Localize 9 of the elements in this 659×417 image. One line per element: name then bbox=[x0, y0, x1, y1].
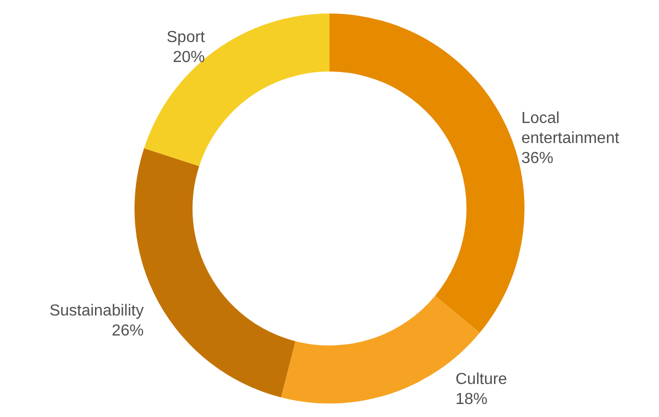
data-label: 18% bbox=[455, 391, 488, 408]
slice-label: Culture bbox=[455, 371, 508, 388]
data-label: 26% bbox=[112, 322, 144, 340]
data-label: 36% bbox=[521, 150, 554, 168]
slice-label: Local entertainment bbox=[521, 110, 620, 148]
donut-slice bbox=[144, 14, 330, 166]
slice-label: Sport bbox=[166, 28, 206, 46]
data-label: 20% bbox=[172, 48, 205, 66]
slice-label: Sustainability bbox=[49, 302, 144, 320]
